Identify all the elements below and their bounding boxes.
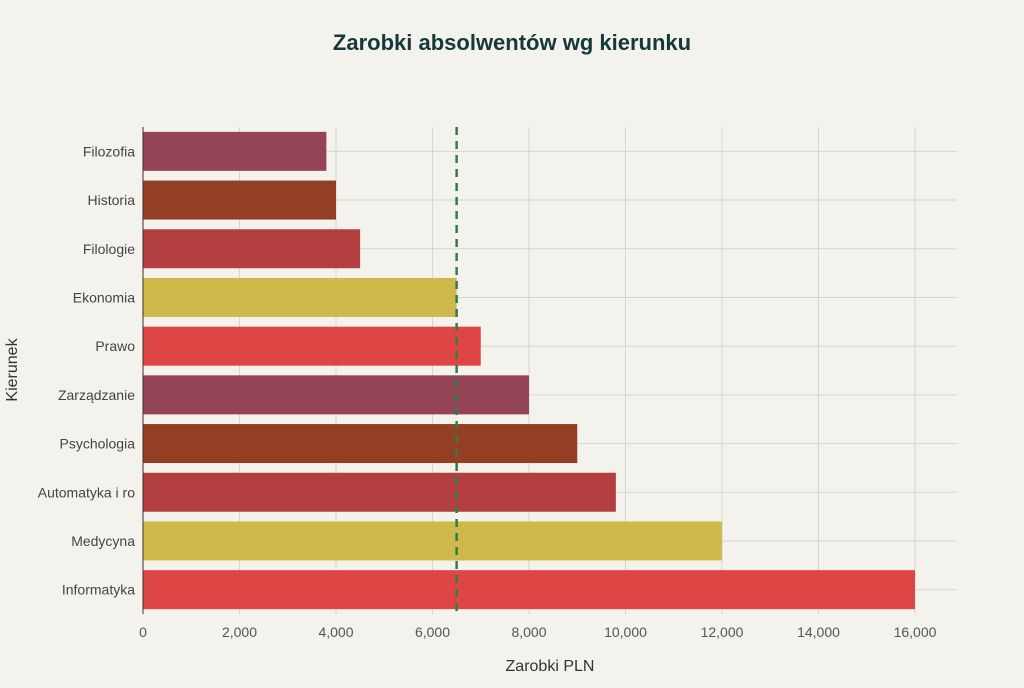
bar-automatyka-i-ro xyxy=(143,472,616,512)
y-tick-label: Automatyka i ro xyxy=(38,484,135,500)
bar-filozofia xyxy=(143,131,327,171)
y-tick-label: Filologie xyxy=(83,241,135,257)
x-tick-label: 6,000 xyxy=(415,624,450,640)
bar-filologie xyxy=(143,229,361,269)
x-tick-label: 0 xyxy=(139,624,147,640)
y-tick-label: Zarządzanie xyxy=(58,387,135,403)
y-tick-label: Filozofia xyxy=(83,143,135,159)
x-tick-label: 8,000 xyxy=(511,624,546,640)
y-axis-title: Kierunek xyxy=(4,337,21,401)
x-tick-label: 16,000 xyxy=(894,624,937,640)
x-tick-label: 14,000 xyxy=(797,624,840,640)
bar-ekonomia xyxy=(143,277,457,317)
x-tick-label: 10,000 xyxy=(604,624,647,640)
x-tick-label: 12,000 xyxy=(701,624,744,640)
x-tick-label: 4,000 xyxy=(318,624,353,640)
y-tick-label: Medycyna xyxy=(71,533,135,549)
y-tick-label: Prawo xyxy=(95,338,135,354)
x-axis-title: Zarobki PLN xyxy=(506,658,595,675)
bar-informatyka xyxy=(143,570,915,610)
chart-title: Zarobki absolwentów wg kierunku xyxy=(333,30,691,55)
bars xyxy=(143,131,915,610)
bar-prawo xyxy=(143,326,481,366)
bar-psychologia xyxy=(143,424,578,464)
bar-medycyna xyxy=(143,521,722,561)
y-tick-label: Psychologia xyxy=(60,436,136,452)
y-tick-label: Historia xyxy=(88,192,136,208)
x-tick-label: 2,000 xyxy=(222,624,257,640)
y-tick-label: Ekonomia xyxy=(73,289,135,305)
bar-zarządzanie xyxy=(143,375,529,415)
bar-historia xyxy=(143,180,336,220)
x-tick-labels: 0 2,000 4,000 6,000 8,000 10,000 12,000 14,000 1… xyxy=(139,624,937,640)
y-tick-label: Informatyka xyxy=(62,582,135,598)
y-tick-labels: Filozofia Historia Filologie Ekonomia Prawo Z… xyxy=(38,143,135,597)
